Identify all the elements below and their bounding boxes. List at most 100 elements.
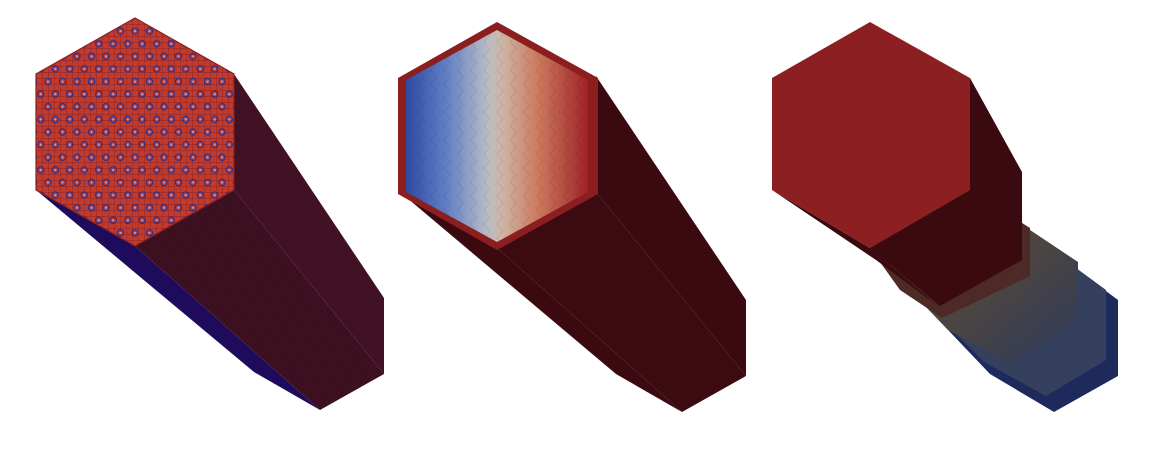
mesh-pin-core: [39, 93, 42, 96]
mesh-pin-core: [162, 55, 166, 58]
mesh-pin-ring: [196, 65, 205, 73]
gradient-band-step: [483, 209, 491, 225]
mesh-pin-core: [32, 131, 34, 133]
gradient-band-step: [509, 41, 517, 57]
mesh-pin-ring: [189, 103, 197, 111]
mesh-pin-ring: [167, 166, 176, 174]
mesh-pin-ring: [23, 217, 29, 223]
mesh-pin-core: [206, 80, 209, 83]
mesh-pin-core: [32, 207, 34, 209]
gradient-band-step: [576, 181, 584, 197]
gradient-band-step: [416, 139, 424, 155]
mesh-pin-ring: [124, 166, 132, 174]
mesh-pin-ring: [58, 128, 67, 136]
mesh-pin-ring: [95, 65, 103, 73]
mesh-pin-ring: [66, 39, 74, 48]
mesh-pin-core: [126, 118, 129, 121]
gradient-band-step: [509, 181, 517, 197]
mesh-pin-core: [18, 30, 20, 32]
mesh-pin-ring: [102, 103, 110, 111]
mesh-pin-ring: [241, 66, 247, 72]
mesh-pin-core: [191, 55, 195, 58]
mesh-pin-ring: [211, 191, 219, 199]
gradient-band-step: [549, 111, 557, 127]
mesh-pin-core: [177, 29, 180, 33]
mesh-pin-ring: [189, 27, 197, 35]
mesh-pin-core: [90, 55, 93, 58]
mesh-pin-ring: [95, 115, 103, 124]
mesh-prism: [16, 17, 384, 410]
gradient-band-step: [563, 30, 571, 43]
mesh-pin-ring: [73, 178, 81, 187]
mesh-pin-core: [162, 156, 166, 159]
mesh-pin-core: [32, 80, 34, 82]
mesh-pin-core: [162, 29, 166, 33]
mesh-pin-core: [177, 55, 180, 58]
mesh-pin-ring: [211, 166, 219, 174]
mesh-pin-ring: [167, 65, 176, 73]
mesh-pin-core: [112, 93, 115, 96]
mesh-pin-core: [235, 55, 237, 57]
gradient-band-step: [406, 209, 411, 225]
mesh-pin-core: [243, 43, 245, 45]
mesh-pin-ring: [182, 90, 190, 98]
mesh-pin-ring: [225, 140, 234, 149]
mesh-pin-ring: [138, 90, 147, 98]
mesh-pin-core: [155, 67, 158, 71]
mesh-pin-ring: [218, 77, 226, 86]
mesh-pin-ring: [167, 191, 176, 199]
mesh-pin-core: [90, 80, 93, 83]
mesh-pin-ring: [196, 115, 205, 124]
mesh-pin-core: [250, 55, 252, 57]
mesh-pin-ring: [80, 90, 89, 98]
mesh-pin-core: [54, 143, 57, 146]
mesh-pin-ring: [109, 65, 118, 73]
gradient-band-step: [563, 181, 571, 197]
mesh-pin-ring: [124, 39, 132, 48]
mesh-pin-ring: [73, 103, 81, 111]
mesh-pin-core: [199, 193, 202, 197]
mesh-pin-ring: [211, 115, 219, 124]
gradient-band-step: [536, 139, 544, 155]
mesh-pin-core: [141, 67, 144, 71]
mesh-pin-ring: [109, 216, 118, 225]
gradient-band-step: [416, 125, 424, 141]
mesh-pin-core: [126, 193, 129, 197]
mesh-pin-core: [213, 42, 216, 45]
mesh-pin-ring: [23, 141, 29, 147]
gradient-band-step: [470, 209, 478, 225]
mesh-pin-ring: [36, 77, 38, 86]
mesh-pin-core: [119, 55, 122, 58]
gradient-band-step: [523, 55, 531, 71]
mesh-pin-ring: [218, 103, 226, 111]
mesh-pin-core: [61, 29, 64, 33]
mesh-pin-ring: [51, 166, 59, 174]
mesh-pin-ring: [167, 140, 176, 149]
mesh-pin-ring: [160, 77, 168, 86]
gradient-band-step: [483, 41, 491, 57]
gradient-band-step: [443, 153, 451, 169]
mesh-pin-core: [97, 93, 100, 96]
mesh-pin-core: [32, 55, 34, 57]
mesh-pin-ring: [16, 28, 22, 34]
gradient-band-step: [470, 111, 478, 127]
gradient-band-step: [470, 153, 478, 169]
mesh-pin-core: [133, 231, 137, 235]
mesh-pin-ring: [109, 191, 118, 199]
mesh-pin-ring: [153, 216, 161, 225]
mesh-pin-core: [148, 206, 151, 209]
mesh-pin-ring: [109, 166, 118, 174]
mesh-pin-core: [90, 206, 93, 209]
mesh-pin-core: [191, 105, 195, 108]
mesh-pin-core: [46, 130, 50, 134]
gradient-band-step: [416, 97, 424, 113]
mesh-pin-ring: [80, 140, 89, 149]
gradient-band-step: [509, 139, 517, 155]
gradient-band-step: [549, 167, 557, 183]
mesh-pin-ring: [73, 77, 81, 86]
mesh-pin-ring: [167, 115, 176, 124]
gradient-band-step: [483, 111, 491, 127]
mesh-pin-core: [61, 181, 64, 184]
gradient-band-step: [483, 69, 491, 85]
